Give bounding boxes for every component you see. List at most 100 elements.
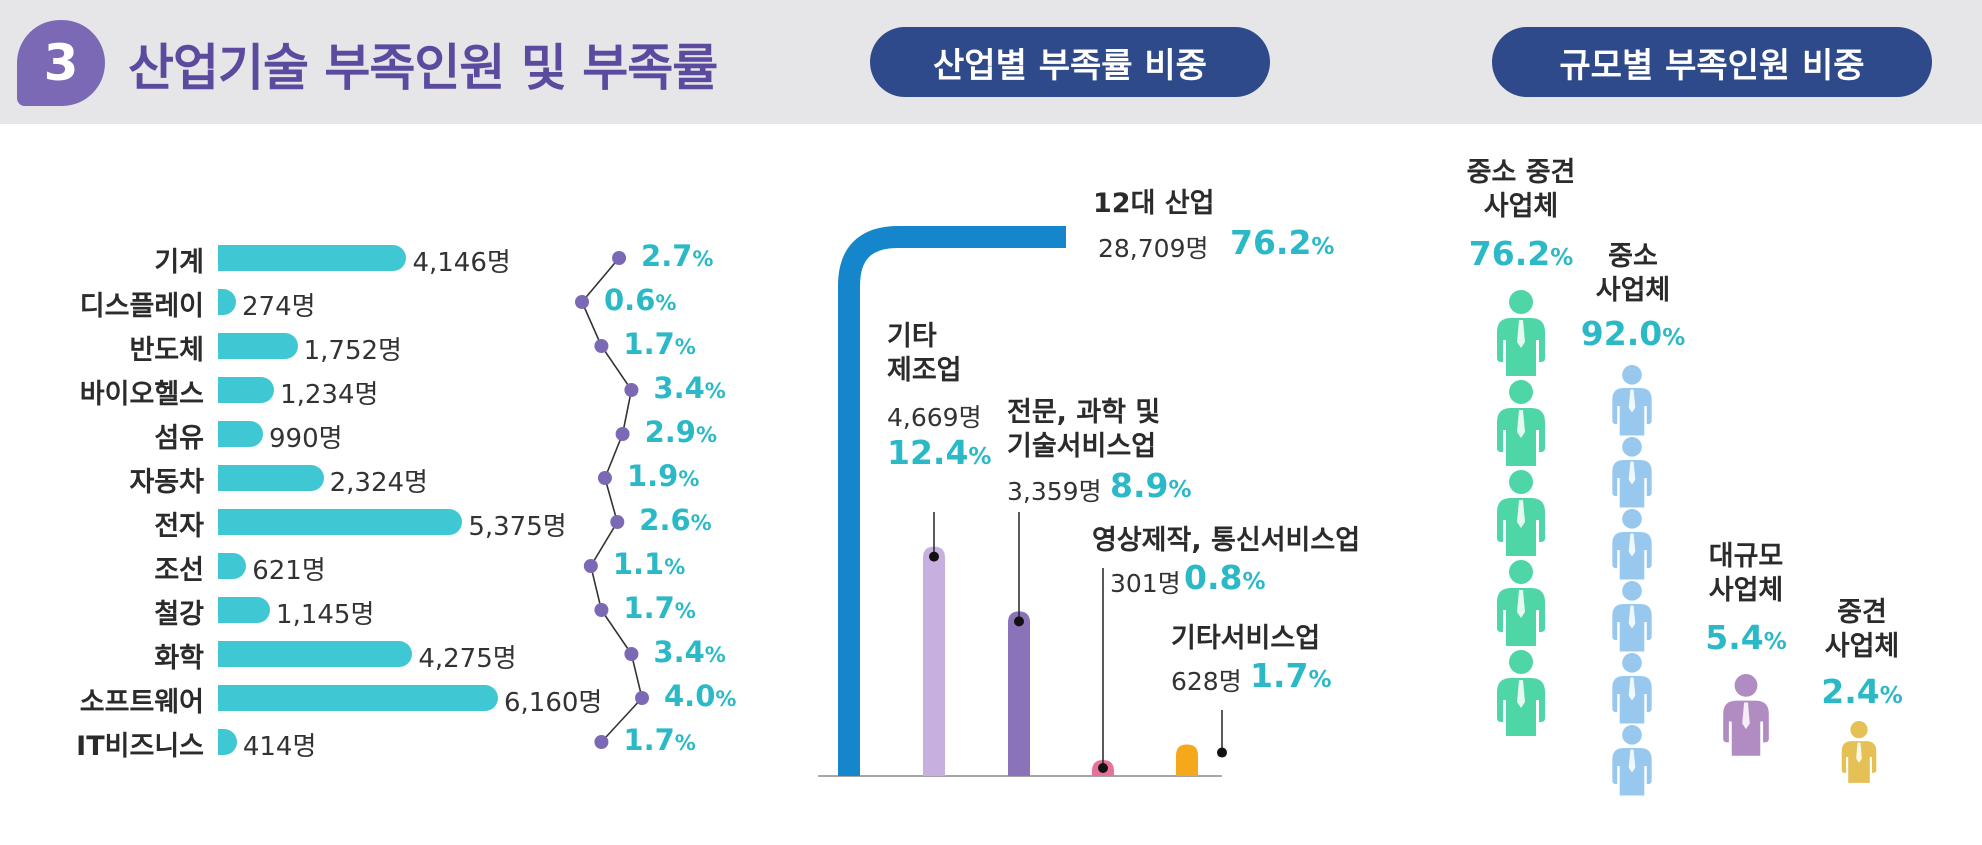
shortage-rate-point <box>615 427 630 441</box>
person-icon <box>1497 560 1545 646</box>
person-icon <box>1612 509 1652 580</box>
scale-share-name-line: 대규모 <box>1708 541 1784 572</box>
person-icon <box>1612 437 1652 508</box>
industry-share-name-line: 기타 <box>887 321 937 352</box>
shortage-rate-point <box>610 515 625 529</box>
person-icon <box>1612 653 1652 724</box>
shortage-rate-point <box>624 383 639 397</box>
section-number-badge: 3 <box>17 20 105 106</box>
industry-count-value: 990명 <box>269 424 343 454</box>
industry-share-count: 4,669명 <box>887 403 982 432</box>
industry-label: 전자 <box>154 511 204 542</box>
industry-rate-value: 2.6% <box>639 503 712 537</box>
share-bar-other-services <box>1176 744 1198 776</box>
industry-label: 조선 <box>154 555 204 586</box>
scale-share-name: 중견 사업체 <box>1752 596 1972 664</box>
industry-label: 바이오헬스 <box>79 379 204 410</box>
share-bar-12-industries <box>838 226 1066 776</box>
industry-share-name-line: 제조업 <box>887 355 962 386</box>
industry-count-value: 274명 <box>242 292 316 322</box>
industry-count-value: 6,160명 <box>504 688 603 718</box>
person-icon <box>1612 365 1652 436</box>
person-icon <box>1497 290 1545 376</box>
industry-count-bar <box>218 377 275 403</box>
scale-share-name: 중소 중견 사업체 <box>1411 156 1631 224</box>
industry-label: 섬유 <box>154 423 204 454</box>
industry-share-percent: 76.2% <box>1230 223 1335 262</box>
section-pill-scale: 규모별 부족인원 비중 <box>1492 27 1932 97</box>
industry-rate-value: 3.4% <box>653 635 726 669</box>
industry-share-name-line: 영상제작, 통신서비스업 <box>1092 525 1361 556</box>
industry-label: 기계 <box>154 247 204 278</box>
industry-count-bar <box>218 289 236 315</box>
industry-share-count: 628명 <box>1171 667 1242 696</box>
person-icon <box>1497 650 1545 736</box>
scale-share-percent: 92.0% <box>1580 314 1686 353</box>
industry-count-bar <box>218 509 463 535</box>
industry-label: 화학 <box>154 643 204 674</box>
industry-rate-value: 2.7% <box>641 239 714 273</box>
shortage-rate-point <box>597 471 612 485</box>
person-icon <box>1841 721 1877 783</box>
industry-label: 디스플레이 <box>79 291 204 322</box>
scale-share-percent: 2.4% <box>1821 672 1903 711</box>
industry-count-value: 4,146명 <box>412 248 511 278</box>
industry-rate-value: 1.1% <box>612 547 686 581</box>
person-icon <box>1612 581 1652 652</box>
industry-count-value: 1,752명 <box>303 336 402 366</box>
industry-label: IT비즈니스 <box>76 731 204 762</box>
industry-label: 자동차 <box>129 467 204 498</box>
scale-share-name-line: 사업체 <box>1483 191 1559 222</box>
page-title: 산업기술 부족인원 및 부족률 <box>128 39 718 97</box>
industry-count-bar <box>218 333 298 359</box>
industry-rate-value: 2.9% <box>644 415 717 449</box>
industry-label: 소프트웨어 <box>79 687 204 718</box>
industry-count-value: 4,275명 <box>418 644 517 674</box>
industry-count-bar <box>218 421 263 447</box>
industry-share-percent: 0.8% <box>1184 558 1266 597</box>
industry-count-value: 1,234명 <box>280 380 379 410</box>
industry-share-name: 전문, 과학 및 기술서비스업 <box>1007 396 1160 464</box>
industry-share-name: 기타 제조업 <box>887 320 962 388</box>
industry-share-percent: 1.7% <box>1250 656 1332 695</box>
share-leader-dot <box>1014 616 1024 627</box>
industry-count-value: 2,324명 <box>329 468 428 498</box>
share-leader-dot <box>929 551 939 562</box>
scale-share-name-line: 사업체 <box>1708 575 1784 606</box>
scale-share-name-line: 사업체 <box>1595 275 1671 306</box>
industry-count-value: 621명 <box>252 556 326 586</box>
industry-count-bar <box>218 729 237 755</box>
scale-share-name-line: 중소 <box>1608 241 1658 272</box>
scale-share-name-line: 중견 <box>1837 597 1887 628</box>
industry-count-bar <box>218 641 413 667</box>
industry-share-name: 12대 산업 <box>1093 187 1215 221</box>
shortage-rate-point <box>624 647 639 661</box>
industry-count-bar <box>218 597 271 623</box>
industry-rate-value: 1.7% <box>623 327 696 361</box>
industry-share-percent: 8.9% <box>1110 466 1192 505</box>
industry-label: 철강 <box>154 599 204 630</box>
industry-count-bar <box>218 685 498 711</box>
share-leader-dot <box>1098 763 1108 773</box>
industry-share-name-line: 12대 산업 <box>1093 188 1215 219</box>
person-icon <box>1612 725 1652 796</box>
person-icon <box>1497 470 1545 556</box>
scale-share-name-line: 사업체 <box>1824 631 1900 662</box>
industry-rate-value: 0.6% <box>604 283 677 317</box>
industry-rate-value: 4.0% <box>664 679 737 713</box>
industry-share-count: 3,359명 <box>1007 477 1102 506</box>
industry-label: 반도체 <box>129 335 204 366</box>
scale-share-percent: 5.4% <box>1705 618 1787 657</box>
industry-count-value: 414명 <box>242 732 317 762</box>
industry-share-count: 28,709명 <box>1098 234 1209 263</box>
share-bar-professional-services <box>1008 611 1030 776</box>
shortage-rate-point <box>635 691 649 705</box>
scale-share-percent: 76.2% <box>1468 234 1574 273</box>
industry-count-value: 5,375명 <box>468 512 567 542</box>
person-icon <box>1723 674 1769 756</box>
industry-share-count: 301명 <box>1110 569 1181 598</box>
industry-share-name: 기타서비스업 <box>1171 622 1320 656</box>
industry-share-name-line: 기타서비스업 <box>1171 623 1321 654</box>
